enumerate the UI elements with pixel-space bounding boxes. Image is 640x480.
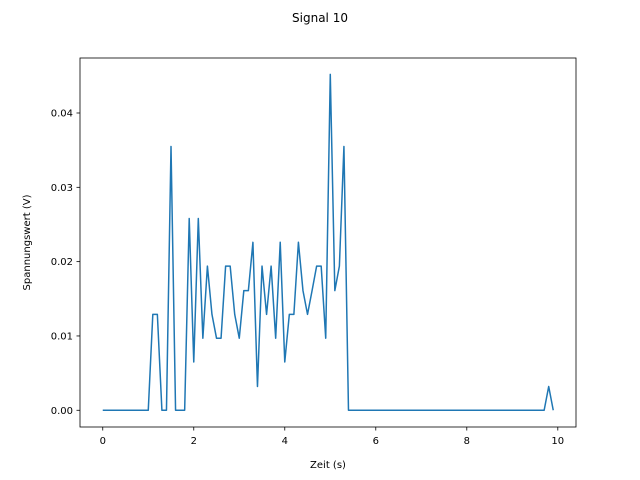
y-tick-label: 0.00 (51, 406, 73, 417)
x-tick-label: 0 (100, 436, 106, 447)
y-tick-label: 0.03 (51, 183, 73, 194)
x-tick-label: 4 (282, 436, 288, 447)
y-tick-label: 0.04 (51, 108, 73, 119)
x-axis-ticks: 0 2 4 6 8 10 (100, 427, 564, 447)
series-line (102, 73, 554, 412)
y-tick-label: 0.01 (51, 331, 73, 342)
x-tick-label: 2 (191, 436, 197, 447)
y-axis-ticks: 0.00 0.01 0.02 0.03 0.04 (51, 108, 80, 417)
y-axis-label: Spannungswert (V) (22, 194, 33, 290)
x-tick-label: 8 (464, 436, 470, 447)
plot-frame (79, 57, 577, 428)
y-tick-label: 0.02 (51, 257, 73, 268)
chart-title: Signal 10 (292, 11, 348, 25)
x-tick-label: 10 (551, 436, 564, 447)
x-tick-label: 6 (373, 436, 379, 447)
x-axis-label: Zeit (s) (310, 460, 346, 471)
